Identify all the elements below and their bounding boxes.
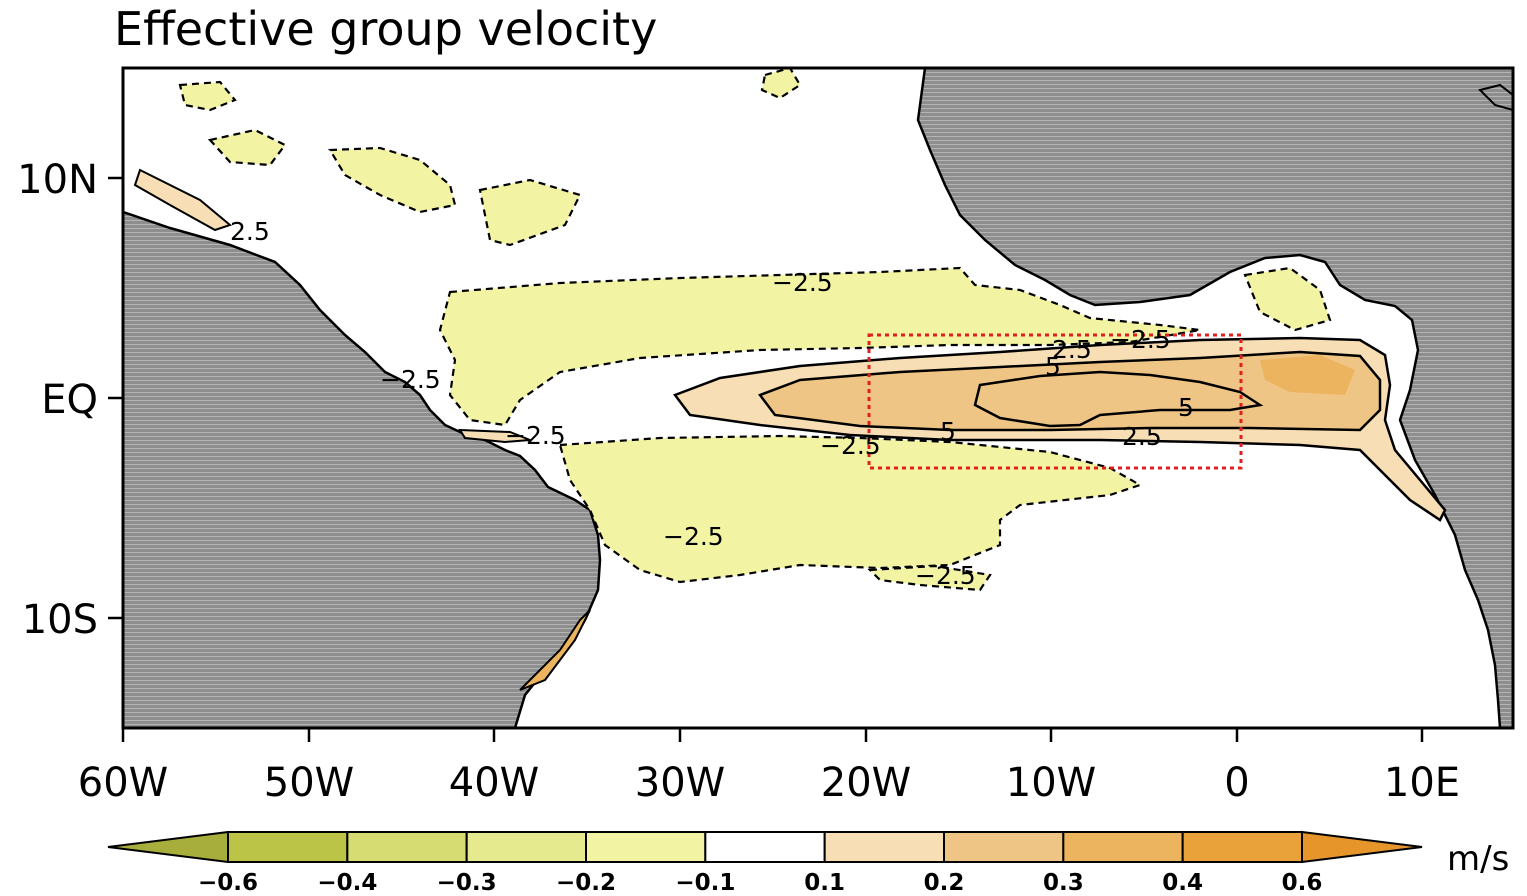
colorbar-label: 0.1 — [804, 870, 845, 896]
contour-label: 5 — [1178, 393, 1194, 422]
contour-label: 5 — [1045, 352, 1061, 381]
x-tick-label: 0 — [1224, 760, 1249, 806]
map-content — [123, 68, 1513, 728]
contour-label: −2.5 — [380, 365, 441, 394]
axis-ticks — [108, 176, 1424, 742]
colorbar-units: m/s — [1447, 839, 1509, 879]
contour-label: −2.5 — [505, 421, 566, 450]
colorbar-swatch — [346, 831, 468, 863]
colorbar-swatch — [1181, 831, 1303, 863]
x-tick-label: 10W — [1006, 760, 1096, 806]
colorbar-swatch — [465, 831, 587, 863]
y-tick-label: EQ — [41, 377, 98, 423]
colorbar-swatch — [585, 831, 707, 863]
contour-label: 2.5 — [230, 217, 270, 246]
contour-2.5 — [757, 350, 1382, 432]
colorbar-label: 0.4 — [1162, 870, 1203, 896]
y-tick-labels: 10N EQ 10S — [17, 157, 98, 643]
contour-label: −2.5 — [772, 268, 833, 297]
colorbar-label: −0.3 — [437, 870, 497, 896]
x-tick-label: 40W — [449, 760, 539, 806]
chart-title: Effective group velocity — [114, 2, 658, 56]
contour-label: −2.5 — [1110, 325, 1171, 354]
colorbar-swatch — [227, 831, 349, 863]
x-tick-label: 10E — [1384, 760, 1460, 806]
colorbar-label: −0.6 — [198, 870, 258, 896]
contour-5 — [973, 370, 1264, 428]
colorbar: −0.6 −0.4 −0.3 −0.2 −0.1 0.1 0.2 0.3 0.4 0.6 — [107, 830, 1423, 896]
colorbar-label: −0.1 — [675, 870, 735, 896]
contour-label: −2.5 — [663, 522, 724, 551]
colorbar-label: 0.6 — [1282, 870, 1323, 896]
x-tick-label: 30W — [635, 760, 725, 806]
y-tick-label: 10S — [22, 597, 98, 643]
coastal-tongues — [133, 168, 591, 691]
colorbar-swatch — [1062, 831, 1184, 863]
colorbar-swatch — [107, 830, 229, 864]
contour-label: −2.5 — [820, 431, 881, 460]
colorbar-swatch — [823, 831, 946, 863]
hotspot — [1260, 355, 1355, 395]
y-tick-label: 10N — [17, 157, 98, 203]
africa-land — [916, 68, 1513, 728]
colorbar-swatch — [1301, 830, 1423, 864]
colorbar-label: 0.3 — [1043, 870, 1084, 896]
contour-label: 2.5 — [1122, 422, 1162, 451]
colorbar-label: −0.2 — [556, 870, 616, 896]
x-tick-labels: 60W 50W 40W 30W 20W 10W 0 10E — [78, 760, 1460, 806]
colorbar-label: 0.2 — [924, 870, 965, 896]
contour-labels: 2.5 −2.5 −2.5 −2.5 −2.5 −2.5 −2.5 −2.5 2… — [230, 217, 1194, 590]
analysis-box — [867, 333, 1243, 470]
colorbar-label: −0.4 — [317, 870, 377, 896]
colorbar-swatch — [943, 831, 1065, 863]
x-tick-label: 20W — [821, 760, 911, 806]
contour-label: −2.5 — [915, 561, 976, 590]
island-top-right — [1478, 83, 1513, 112]
x-tick-label: 60W — [78, 760, 168, 806]
colorbar-swatch — [704, 831, 826, 863]
negative-regions — [178, 68, 1332, 592]
contour-label: 2.5 — [1052, 335, 1092, 364]
contour-label: 5 — [940, 417, 956, 446]
x-tick-label: 50W — [264, 760, 354, 806]
